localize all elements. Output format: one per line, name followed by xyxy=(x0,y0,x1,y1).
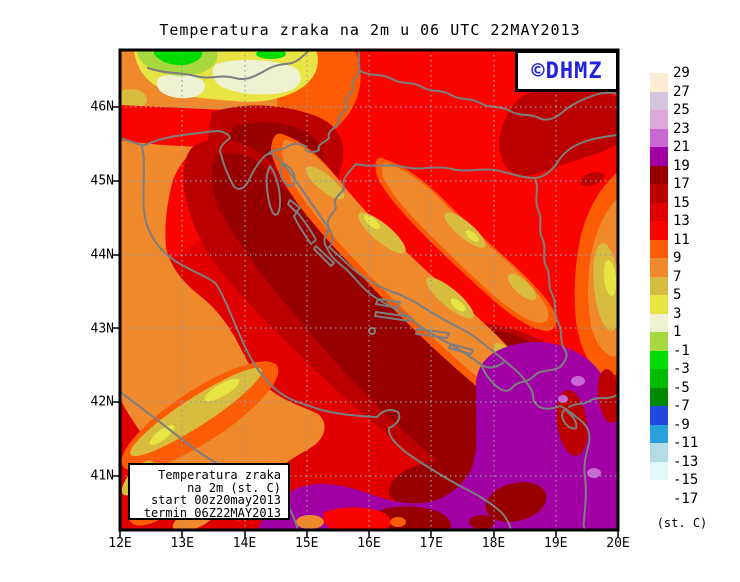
colorbar-label--11: -11 xyxy=(673,435,699,451)
border-una-croatia-bosnia xyxy=(323,163,505,369)
colorbar-label-7: 7 xyxy=(673,268,682,285)
info-line-level: na 2m (st. C) xyxy=(187,480,281,495)
x-tick-label-17E: 17E xyxy=(419,536,443,551)
border-austria xyxy=(147,50,310,80)
colorbar-label-17: 17 xyxy=(673,176,690,192)
colorbar-label-3: 3 xyxy=(673,305,682,322)
colorbar-label-5: 5 xyxy=(673,287,682,303)
colorbar-swatch-9 xyxy=(650,239,668,259)
colorbar-swatch-6 xyxy=(650,184,668,203)
colorbar-label--13: -13 xyxy=(673,453,699,470)
colorbar-label-23: 23 xyxy=(673,120,690,137)
colorbar-label-9: 9 xyxy=(673,250,682,266)
colorbar-label--3: -3 xyxy=(673,361,690,377)
colorbar-swatch-1 xyxy=(650,91,668,111)
colorbar-swatch-21 xyxy=(650,461,668,481)
coastline-croatia xyxy=(120,130,591,530)
colorbar-label--1: -1 xyxy=(673,342,690,359)
temperature-colorbar: 29 27 25 23 21 19 17 15 13 11 9 7 5 3 1 -1 -3 -5 -7 -9 -11 -1… xyxy=(650,65,740,507)
colorbar-swatch-18 xyxy=(650,406,668,425)
island-hvar xyxy=(374,311,412,322)
x-tick-label-19E: 19E xyxy=(544,536,568,551)
colorbar-label--9: -9 xyxy=(673,416,690,433)
page-title: Temperatura zraka na 2m u 06 UTC 22MAY20… xyxy=(159,21,581,39)
colorbar-label-1: 1 xyxy=(673,324,682,340)
dhmz-watermark-box: ©DHMZ xyxy=(515,50,619,92)
colorbar-label-19: 19 xyxy=(673,157,690,174)
colorbar-label-15: 15 xyxy=(673,194,690,211)
colorbar-swatch-14 xyxy=(650,332,668,351)
island-pag xyxy=(293,211,317,245)
island-cres xyxy=(265,165,281,216)
colorbar-swatch-20 xyxy=(650,443,668,462)
x-tick-label-13E: 13E xyxy=(170,536,194,551)
colorbar-swatch-2 xyxy=(650,110,668,129)
island-korcula xyxy=(415,328,450,339)
gridline-layer xyxy=(120,50,618,530)
info-line-variable: Temperatura zraka xyxy=(158,468,281,482)
colorbar-swatch-19 xyxy=(650,424,668,444)
colorbar-label--7: -7 xyxy=(673,398,690,414)
info-line-start: start 00z20may2013 xyxy=(150,493,281,507)
colorbar-swatch-7 xyxy=(650,202,668,222)
y-tick-label-46N: 46N xyxy=(90,99,114,115)
colorbar-swatch-11 xyxy=(650,276,668,296)
colorbar-label--17: -17 xyxy=(673,490,699,507)
colorbar-label-25: 25 xyxy=(673,102,690,118)
map-frame xyxy=(118,48,620,532)
colorbar-label--15: -15 xyxy=(673,472,699,488)
colorbar-label-13: 13 xyxy=(673,213,690,229)
colorbar-swatch-22 xyxy=(650,480,668,499)
border-sava-bosnia xyxy=(355,134,618,179)
colorbar-unit-label: (st. C) xyxy=(656,516,708,530)
colorbar-label-27: 27 xyxy=(673,83,690,100)
colorbar-swatch-5 xyxy=(650,165,668,185)
colorbar-swatch-10 xyxy=(650,258,668,277)
x-tick-label-14E: 14E xyxy=(232,536,257,551)
y-tick-label-45N: 45N xyxy=(90,173,114,189)
x-tick-label-20E: 20E xyxy=(606,536,630,551)
colorbar-label-11: 11 xyxy=(673,231,690,248)
island-brac xyxy=(375,298,401,309)
colorbar-swatch-16 xyxy=(650,369,668,388)
dhmz-logo-text: ©DHMZ xyxy=(531,58,603,84)
island-mljet xyxy=(448,343,474,355)
border-montenegro-albania xyxy=(568,393,618,408)
border-bosnia-montenegro xyxy=(481,365,561,392)
y-tick-label-43N: 43N xyxy=(90,321,114,337)
colorbar-label-29: 29 xyxy=(673,65,690,81)
run-info-box: Temperatura zraka na 2m (st. C) start 00… xyxy=(128,463,290,520)
colorbar-swatch-12 xyxy=(650,295,668,314)
colorbar-swatch-15 xyxy=(650,350,668,370)
axis-ticks xyxy=(112,106,619,538)
x-tick-label-12E: 12E xyxy=(108,536,132,551)
colorbar-swatch-8 xyxy=(650,221,668,240)
border-slovenia-croatia xyxy=(268,50,361,154)
x-tick-label-18E: 18E xyxy=(481,536,506,551)
y-tick-label-41N: 41N xyxy=(90,468,114,484)
colorbar-swatch-17 xyxy=(650,387,668,407)
lake-skadar xyxy=(561,408,578,430)
x-tick-label-15E: 15E xyxy=(295,536,319,551)
island-krk xyxy=(279,162,296,187)
info-line-termin: termin 06Z22MAY2013 xyxy=(143,505,281,520)
colorbar-swatch-3 xyxy=(650,128,668,148)
y-tick-label-42N: 42N xyxy=(90,394,114,410)
border-drina xyxy=(534,177,568,368)
x-tick-label-16E: 16E xyxy=(357,536,381,551)
colorbar-swatch-13 xyxy=(650,313,668,333)
colorbar-swatch-4 xyxy=(650,147,668,166)
y-tick-label-44N: 44N xyxy=(90,247,114,263)
colorbar-swatch-0 xyxy=(650,73,668,92)
temperature-field-layer xyxy=(120,50,618,530)
colorbar-label-21: 21 xyxy=(673,139,690,155)
colorbar-label--5: -5 xyxy=(673,379,690,396)
island-dugi-otok xyxy=(313,245,335,267)
